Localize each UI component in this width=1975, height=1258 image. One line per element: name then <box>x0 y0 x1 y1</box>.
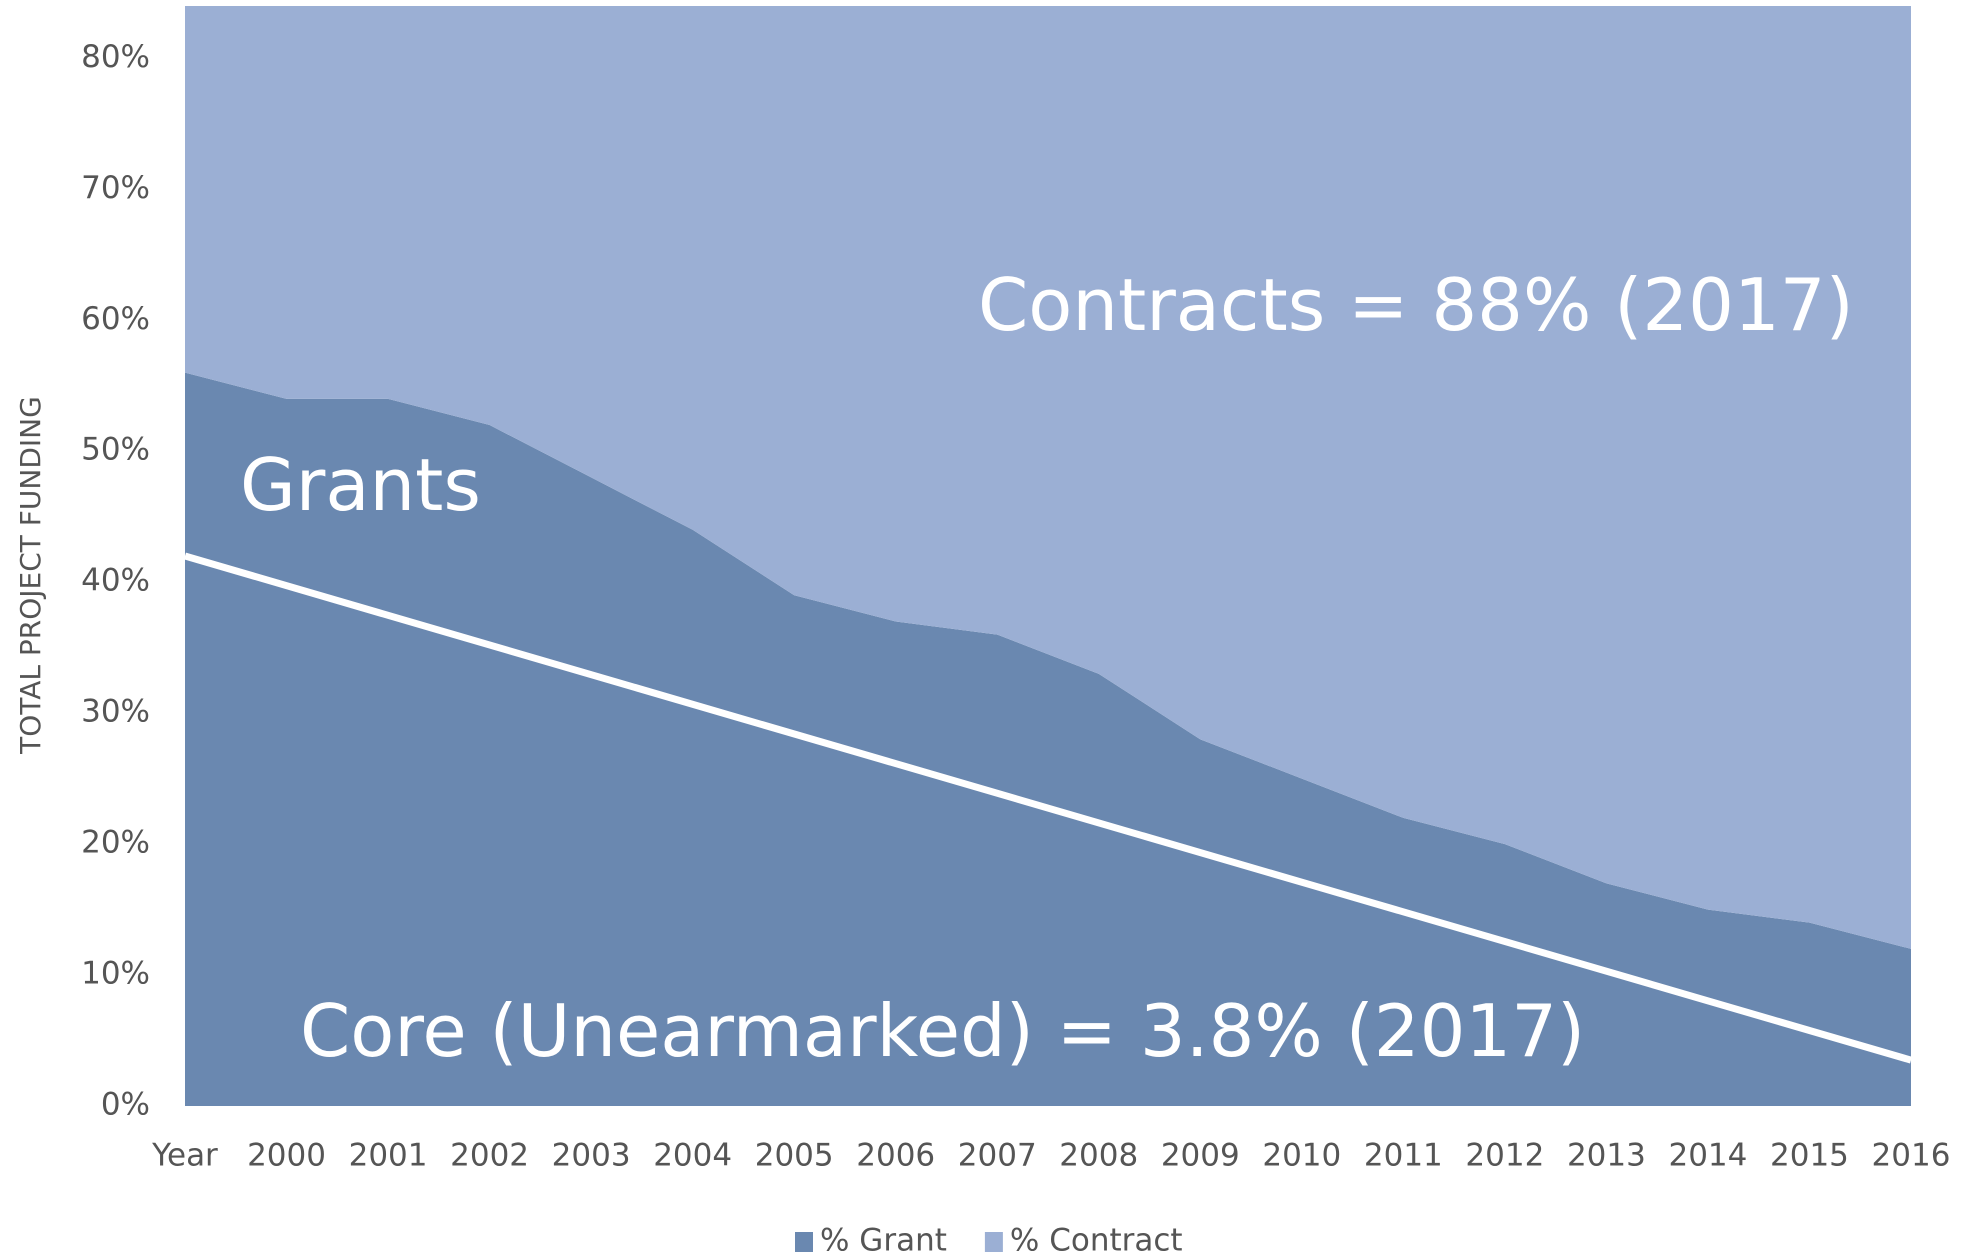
x-tick-label: 2013 <box>1567 1138 1646 1174</box>
x-tick-label: 2005 <box>755 1138 834 1174</box>
x-tick-label: 2003 <box>552 1138 631 1174</box>
y-tick-label: 80% <box>81 39 150 75</box>
area <box>185 6 1911 949</box>
x-tick-label: 2006 <box>856 1138 935 1174</box>
x-tick-label: 2008 <box>1059 1138 1138 1174</box>
x-tick-label: 2002 <box>450 1138 529 1174</box>
y-tick-label: 0% <box>101 1087 150 1123</box>
y-tick-label: 10% <box>81 956 150 992</box>
legend-label: % Contract <box>1010 1223 1183 1258</box>
area <box>185 372 1911 1106</box>
legend-label: % Grant <box>820 1223 947 1258</box>
x-tick-label: 2001 <box>349 1138 428 1174</box>
x-tick-label: 2009 <box>1161 1138 1240 1174</box>
legend-swatch <box>984 1232 1003 1252</box>
x-tick-label: 2015 <box>1770 1138 1849 1174</box>
annotation: Core (Unearmarked) = 3.8% (2017) <box>300 989 1585 1073</box>
y-axis-label: TOTAL PROJECT FUNDING <box>14 396 47 755</box>
y-tick-label: 40% <box>81 563 150 599</box>
x-tick-label: Year <box>151 1138 218 1174</box>
y-tick-label: 30% <box>81 694 150 730</box>
plot-area <box>185 6 1911 1106</box>
y-tick-label: 60% <box>81 301 150 337</box>
y-tick-label: 70% <box>81 170 150 206</box>
x-tick-label: 2012 <box>1465 1138 1544 1174</box>
x-tick-label: 2000 <box>247 1138 326 1174</box>
annotation: Grants <box>240 443 481 527</box>
x-tick-label: 2004 <box>653 1138 732 1174</box>
x-tick-label: 2011 <box>1364 1138 1443 1174</box>
y-tick-label: 50% <box>81 432 150 468</box>
x-tick-label: 2016 <box>1872 1138 1951 1174</box>
x-tick-label: 2007 <box>958 1138 1037 1174</box>
x-tick-label: 2014 <box>1668 1138 1747 1174</box>
legend-swatch <box>795 1232 813 1252</box>
x-tick-label: 2010 <box>1262 1138 1341 1174</box>
trend-line <box>184 552 1912 1064</box>
annotation: Contracts = 88% (2017) <box>978 263 1854 347</box>
y-tick-label: 20% <box>81 825 150 861</box>
